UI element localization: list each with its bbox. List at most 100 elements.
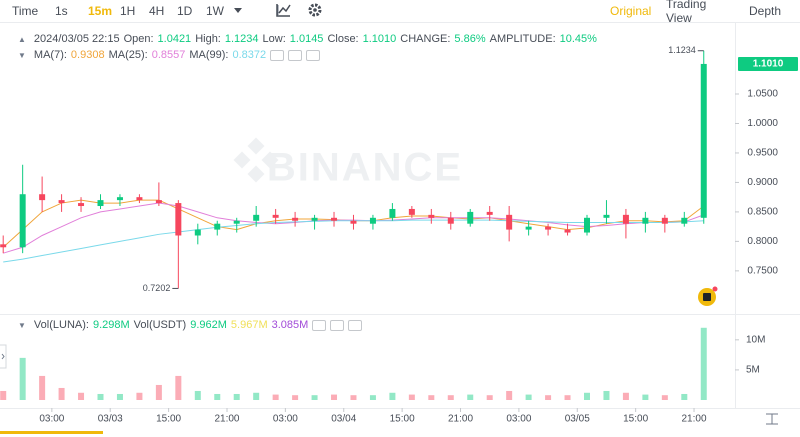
volume-bar (584, 392, 590, 400)
y-tick-label: 1.0500 (747, 89, 778, 100)
legend-date: 2024/03/05 22:15 (33, 33, 120, 45)
interval-option[interactable]: 1W (206, 4, 224, 18)
candle-body (700, 63, 707, 218)
watermark: BINANCE (267, 146, 463, 190)
ma-label: MA(7): (33, 49, 67, 61)
legend-icon[interactable] (288, 49, 303, 61)
legend-icon[interactable] (348, 319, 363, 331)
legend-icon[interactable] (330, 319, 345, 331)
interval-option[interactable]: 1D (177, 4, 193, 18)
interval-option[interactable]: 1s (55, 4, 68, 18)
volume-bar (311, 395, 318, 400)
y-tick-label: 0.7500 (747, 266, 778, 277)
candle-body (116, 197, 123, 201)
volume-bar (467, 394, 474, 400)
volume-bar (331, 394, 338, 400)
candle-body (214, 223, 221, 230)
volume-value: 9.298M (92, 319, 130, 331)
candle-body (408, 208, 415, 215)
volume-value: 5.967M (230, 319, 268, 331)
ma-value: 0.8557 (151, 49, 186, 61)
toolbar-icons[interactable] (234, 3, 322, 17)
field-value: 5.86% (454, 33, 486, 45)
volume-bar (681, 393, 688, 400)
candle-body (292, 217, 299, 221)
ma-legend: ▼ MA(7): 0.9308 MA(25): 0.8557 MA(99): 0.8372 (0, 48, 324, 62)
candle-body (369, 217, 376, 224)
volume-value: 9.962M (190, 319, 227, 331)
candle-body (97, 200, 104, 207)
x-tick-label: 15:00 (623, 414, 648, 425)
candle-body (58, 200, 65, 204)
legend-icon[interactable] (312, 319, 327, 331)
ohlc-legend: ▲ 2024/03/05 22:15 Open: 1.0421 High: 1.1234 L… (0, 32, 601, 46)
interval-option: Time (12, 4, 39, 18)
candle-body (661, 217, 668, 224)
view-option[interactable]: Original (610, 4, 652, 18)
candle-body (175, 203, 182, 236)
candle-body (194, 229, 201, 236)
last-price-label: 1.1010 (753, 59, 784, 70)
x-tick-label: 21:00 (448, 414, 473, 425)
volume-bar (233, 393, 240, 400)
volume-value: 3.085M (271, 319, 309, 331)
collapse-caret[interactable]: ▼ (18, 320, 26, 330)
candle-body (331, 217, 338, 221)
volume-bar (486, 395, 493, 400)
candle-body (39, 194, 46, 201)
x-tick-label: 15:00 (156, 414, 181, 425)
scroll-indicator (0, 431, 103, 434)
collapse-caret[interactable]: ▲ (18, 34, 26, 44)
x-tick-label: 03:00 (39, 414, 64, 425)
candle-body (525, 226, 532, 230)
candle-body (603, 214, 610, 218)
candle-body (622, 214, 629, 224)
side-panel-toggle[interactable] (0, 344, 7, 369)
interval-option[interactable]: 4H (149, 4, 165, 18)
candle-body (350, 220, 357, 224)
volume-tick-label: 5M (746, 365, 760, 376)
volume-label: Vol(LUNA): (33, 319, 89, 331)
interval-option[interactable]: 15m (88, 4, 113, 18)
volume-bar (253, 392, 260, 400)
field-value: 1.0145 (289, 33, 324, 45)
volume-bar (545, 395, 552, 400)
candle-body (486, 211, 493, 215)
legend-icon[interactable] (306, 49, 321, 61)
volume-bar (389, 392, 396, 400)
collapse-caret[interactable]: ▼ (18, 50, 26, 60)
x-tick-label: 21:00 (214, 414, 239, 425)
x-tick-label: 03/03 (98, 414, 123, 425)
x-tick-label: 03/05 (565, 414, 590, 425)
field-label: Close: (327, 33, 359, 45)
x-tick-label: 03:00 (273, 414, 298, 425)
notification-icon (703, 293, 711, 301)
side-panel-arrow (1, 353, 5, 360)
candle-body (272, 214, 279, 218)
volume-bar (0, 390, 7, 400)
volume-bar (136, 392, 143, 400)
y-tick-label: 1.0000 (747, 118, 778, 129)
volume-bar (369, 395, 376, 400)
volume-tick-label: 10M (746, 334, 765, 345)
volume-label: Vol(USDT) (133, 319, 187, 331)
high-label: 1.1234 (668, 45, 696, 55)
candle-body (642, 217, 649, 224)
volume-bar (603, 390, 610, 400)
last-price-box (738, 56, 798, 71)
axis-toggle[interactable] (766, 413, 778, 425)
candle-body (78, 203, 85, 207)
ma-label: MA(99): (189, 49, 229, 61)
x-tick-label: 21:00 (682, 414, 707, 425)
view-option[interactable]: Trading View (666, 0, 707, 25)
ma-value: 0.8372 (232, 49, 267, 61)
y-tick-label: 0.8000 (747, 236, 778, 247)
y-tick-label: 0.8500 (747, 207, 778, 218)
view-option[interactable]: Depth (749, 4, 782, 18)
field-value: 1.1234 (224, 33, 259, 45)
interval-option[interactable]: 1H (120, 4, 136, 18)
legend-icon[interactable] (270, 49, 285, 61)
candle-body (155, 200, 162, 204)
volume-legend: ▼ Vol(LUNA): 9.298M Vol(USDT) 9.962M 5.967M 3.… (0, 318, 366, 332)
field-value: 1.1010 (362, 33, 397, 45)
